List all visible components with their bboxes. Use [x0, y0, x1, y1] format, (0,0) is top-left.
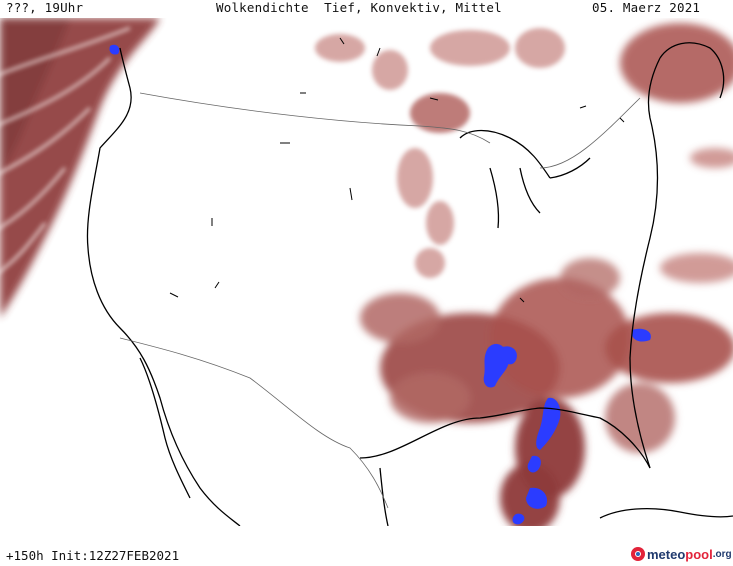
map-header: ???, 19Uhr Wolkendichte Tief, Konvektiv,…	[0, 0, 733, 18]
logo-text: meteopool	[647, 546, 713, 562]
cloud-area-pacific	[0, 18, 160, 318]
borders	[119, 92, 641, 509]
map-title: Wolkendichte Tief, Konvektiv, Mittel	[216, 0, 502, 15]
weather-map	[0, 18, 733, 526]
inland-lakes	[169, 37, 625, 303]
cloud-area-northeast	[620, 23, 733, 283]
convective-cells	[109, 44, 651, 525]
forecast-time-label: ???, 19Uhr	[6, 0, 84, 15]
meteopool-logo[interactable]: meteopool .org	[631, 544, 732, 564]
cloud-streaks-pacific	[0, 26, 131, 274]
map-footer: +150h Init:12Z27FEB2021 meteopool .org	[0, 526, 733, 566]
forecast-date: 05. Maerz 2021	[592, 0, 701, 15]
cloud-area-north	[315, 28, 565, 278]
coastlines	[86, 42, 733, 526]
cloud-density-map	[0, 18, 733, 526]
logo-tld: .org	[712, 548, 732, 560]
run-info: +150h Init:12Z27FEB2021	[6, 548, 180, 563]
cloud-area-south	[360, 258, 733, 526]
meteopool-logo-icon	[631, 547, 645, 561]
